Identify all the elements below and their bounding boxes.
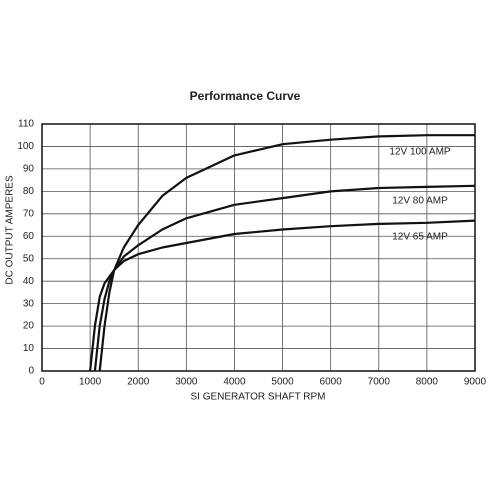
plot-border — [41, 123, 476, 372]
series-line — [89, 219, 476, 372]
y-tick-label: 40 — [23, 276, 35, 287]
x-tick-label: 5000 — [271, 377, 294, 388]
series-line — [98, 134, 475, 372]
y-tick-label: 90 — [23, 164, 35, 175]
series-label: 12V 100 AMP — [389, 147, 450, 158]
x-tick-label: 9000 — [464, 377, 487, 388]
y-tick-label: 70 — [23, 208, 35, 219]
y-tick-label: 50 — [23, 253, 35, 264]
x-tick-label: 3000 — [175, 377, 198, 388]
y-tick-label: 60 — [23, 231, 35, 242]
y-tick-label: 110 — [18, 119, 34, 130]
x-tick-label: 8000 — [416, 377, 439, 388]
x-tick-label: 4000 — [223, 377, 246, 388]
x-tick-label: 2000 — [127, 377, 150, 388]
chart-title: Performance Curve — [190, 89, 301, 103]
series-label: 12V 80 AMP — [392, 196, 448, 207]
y-tick-label: 10 — [23, 343, 35, 354]
series-line — [93, 184, 476, 372]
y-tick-label: 0 — [28, 366, 34, 377]
series-label: 12V 65 AMP — [392, 232, 448, 243]
y-tick-label: 30 — [23, 298, 35, 309]
y-tick-label: 100 — [17, 141, 34, 152]
y-tick-label: 80 — [23, 186, 35, 197]
y-tick-label: 20 — [23, 321, 35, 332]
x-tick-label: 1000 — [79, 377, 102, 388]
x-tick-label: 7000 — [368, 377, 391, 388]
x-tick-label: 6000 — [320, 377, 343, 388]
y-axis-label: DC OUTPUT AMPERES — [5, 175, 16, 285]
x-axis-label: SI GENERATOR SHAFT RPM — [190, 392, 325, 403]
x-tick-label: 0 — [39, 377, 45, 388]
